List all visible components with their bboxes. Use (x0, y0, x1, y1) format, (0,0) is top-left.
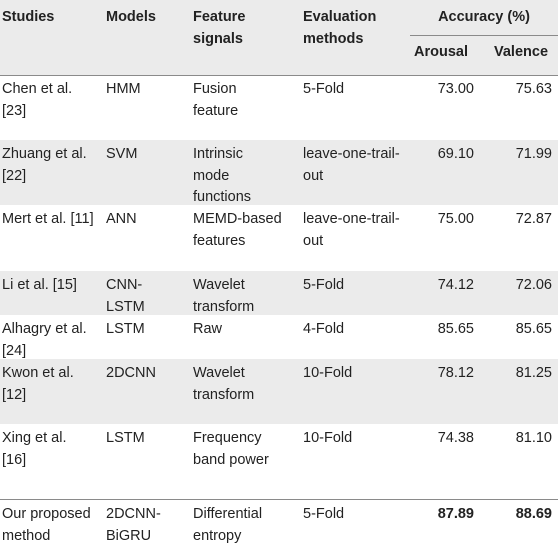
header-background (0, 0, 558, 75)
cell-evaluation: leave-one-trail-out (303, 146, 400, 184)
cell-arousal: 87.89 (437, 506, 474, 522)
cell-study: Kwon et al. [12] (2, 365, 74, 403)
cell-evaluation: 10-Fold (303, 430, 353, 446)
cell-valence: 72.87 (515, 211, 552, 227)
header-rule (0, 75, 558, 76)
cell-model: 2DCNN (106, 365, 156, 381)
cell-valence: 81.25 (515, 365, 552, 381)
cell-study: Li et al. [15] (2, 277, 77, 293)
cell-study: Xing et al. [16] (2, 430, 67, 468)
header-models: Models (106, 9, 156, 25)
cell-feature: Intrinsic mode functions (193, 146, 252, 205)
cell-model: ANN (106, 211, 137, 227)
cell-model: LSTM (106, 321, 145, 337)
cell-evaluation: 5-Fold (303, 277, 345, 293)
cell-evaluation: 4-Fold (303, 321, 345, 337)
cell-valence: 81.10 (515, 430, 552, 446)
cell-study: Mert et al. [11] (2, 211, 94, 227)
cell-valence: 75.63 (515, 81, 552, 97)
cell-valence: 85.65 (515, 321, 552, 337)
cell-arousal: 74.38 (437, 430, 474, 446)
cell-study: Our proposed method (2, 506, 91, 544)
header-studies: Studies (2, 9, 55, 25)
cell-feature: Differential entropy (193, 506, 263, 544)
cell-evaluation: 5-Fold (303, 506, 345, 522)
cell-study: Zhuang et al. [22] (2, 146, 87, 184)
header-accuracy: Accuracy (%) (438, 9, 530, 25)
header-valence: Valence (494, 44, 549, 60)
cell-study: Chen et al. [23] (2, 81, 73, 119)
cell-model: HMM (106, 81, 141, 97)
cell-model: LSTM (106, 430, 145, 446)
cell-arousal: 73.00 (437, 81, 474, 97)
row-stripe (0, 271, 558, 315)
header-feature-signals: Feature signals (193, 9, 246, 47)
accuracy-underline (410, 35, 558, 36)
cell-model: SVM (106, 146, 138, 162)
cell-arousal: 75.00 (437, 211, 474, 227)
cell-feature: Frequency band power (193, 430, 269, 468)
row-stripe (0, 140, 558, 205)
cell-evaluation: 5-Fold (303, 81, 345, 97)
cell-valence: 88.69 (515, 506, 552, 522)
cell-study: Alhagry et al. [24] (2, 321, 87, 359)
cell-feature: MEMD-based features (193, 211, 282, 249)
cell-valence: 71.99 (515, 146, 552, 162)
cell-feature: Fusion feature (193, 81, 239, 119)
header-evaluation-methods: Evaluation methods (303, 9, 377, 47)
cell-feature: Raw (193, 321, 223, 337)
cell-feature: Wavelet transform (193, 277, 255, 315)
cell-evaluation: 10-Fold (303, 365, 353, 381)
cell-arousal: 74.12 (437, 277, 474, 293)
cell-model: CNN-LSTM (106, 277, 145, 315)
cell-feature: Wavelet transform (193, 365, 255, 403)
header-arousal: Arousal (414, 44, 468, 60)
row-stripe (0, 359, 558, 424)
cell-model: 2DCNN-BiGRU (106, 506, 161, 544)
cell-arousal: 69.10 (437, 146, 474, 162)
cell-arousal: 78.12 (437, 365, 474, 381)
cell-arousal: 85.65 (437, 321, 474, 337)
cell-valence: 72.06 (515, 277, 552, 293)
cell-evaluation: leave-one-trail-out (303, 211, 400, 249)
